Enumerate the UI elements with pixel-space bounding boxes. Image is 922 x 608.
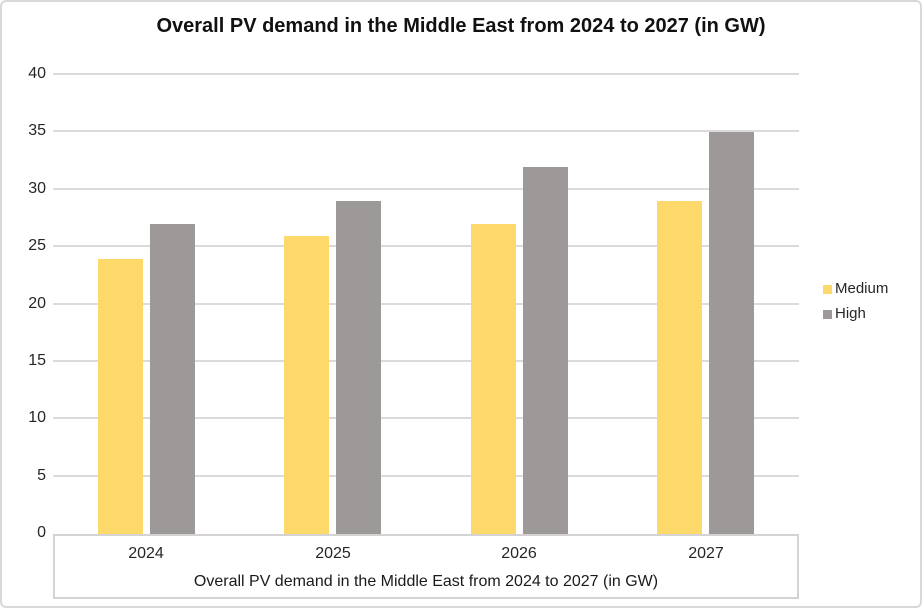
legend-label-high: High: [835, 305, 866, 322]
chart-title: Overall PV demand in the Middle East fro…: [156, 15, 766, 37]
x-axis-label-2026: 2026: [501, 545, 537, 562]
y-axis-tick-label-20: 20: [28, 294, 46, 312]
bar-high-2024: [150, 224, 195, 534]
gridline-y40: [53, 73, 799, 75]
bar-high-2026: [523, 167, 568, 534]
gridline-y30: [53, 187, 799, 190]
gridline-y5: [53, 474, 799, 477]
legend-item-high: High: [823, 306, 888, 322]
x-axis-title: Overall PV demand in the Middle East fro…: [193, 573, 659, 590]
legend-swatch-medium: [823, 284, 832, 294]
legend-label-medium: Medium: [835, 280, 889, 297]
bar-medium-2025: [284, 236, 329, 534]
x-axis-label-2024: 2024: [128, 545, 164, 562]
gridline-y10: [53, 417, 799, 420]
y-axis-tick-label-40: 40: [28, 65, 46, 82]
legend-item-medium: Medium: [823, 281, 888, 297]
legend: Medium High: [823, 281, 888, 331]
bar-high-2027: [709, 132, 754, 534]
y-axis-tick-label-35: 35: [28, 122, 46, 140]
x-axis-label-2025: 2025: [315, 545, 351, 562]
gridline-y20: [53, 302, 799, 305]
y-axis-tick-label-25: 25: [28, 237, 46, 255]
y-axis-tick-label-10: 10: [28, 409, 46, 427]
y-axis-tick-label-0: 0: [37, 524, 46, 541]
y-axis-tick-label-15: 15: [28, 351, 46, 369]
bar-high-2025: [336, 201, 381, 534]
y-axis-tick-label-30: 30: [28, 179, 46, 197]
gridline-y25: [53, 245, 799, 248]
legend-swatch-high: [823, 309, 832, 319]
gridline-y35: [53, 130, 799, 133]
bar-medium-2026: [471, 224, 516, 534]
bar-medium-2027: [657, 201, 702, 534]
gridline-y15: [53, 359, 799, 362]
x-axis-box: 2024 2025 2026 2027 Overall PV demand in th…: [53, 534, 799, 599]
y-axis-tick-label-5: 5: [37, 466, 46, 484]
x-axis-label-2027: 2027: [688, 545, 724, 562]
bar-medium-2024: [98, 259, 143, 534]
